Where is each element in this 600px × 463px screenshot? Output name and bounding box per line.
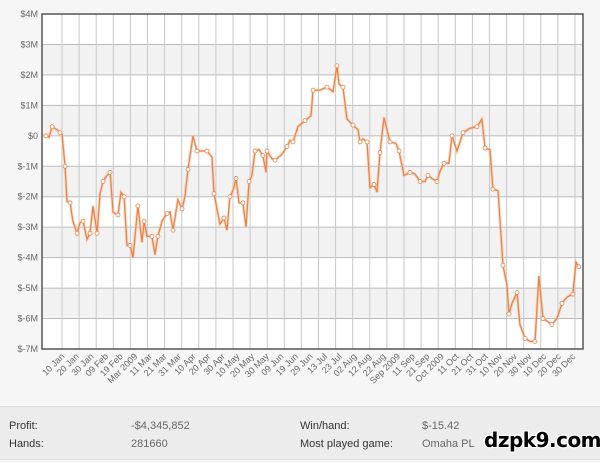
data-point [74, 230, 80, 236]
grid-band [42, 166, 583, 197]
data-point [211, 191, 217, 197]
data-point [449, 133, 455, 139]
profit-chart: $4M $3M $2M $1M $0 $-1M $-2M $-3M $-4M $-5M $-6M $-… [17, 9, 584, 386]
data-point [514, 290, 520, 296]
data-point [506, 311, 512, 317]
data-point [425, 173, 431, 178]
data-point [264, 148, 270, 154]
data-point [164, 211, 170, 216]
data-point [62, 163, 68, 169]
data-point [141, 218, 147, 224]
data-point [460, 130, 466, 136]
data-point [87, 230, 93, 236]
series-line [45, 65, 580, 343]
data-point [49, 124, 55, 130]
y-tick-label: $-4M [17, 253, 38, 263]
hands-label: Hands: [9, 438, 44, 450]
data-point [252, 148, 258, 154]
data-point [474, 124, 480, 130]
data-point [310, 87, 316, 93]
y-tick-label: $-3M [17, 222, 38, 232]
data-point [221, 215, 227, 221]
watermark: dzpk9.com [484, 428, 600, 452]
data-point [324, 84, 330, 90]
data-point [522, 335, 528, 341]
data-point [272, 157, 278, 163]
profit-label: Profit: [9, 420, 38, 432]
data-point [576, 264, 582, 270]
data-point [417, 179, 423, 184]
data-point [434, 179, 440, 184]
data-point [371, 182, 377, 187]
data-point [127, 243, 133, 248]
data-point [179, 206, 185, 212]
data-point [115, 212, 121, 218]
data-point [57, 130, 63, 136]
data-point [260, 153, 266, 159]
data-point [350, 122, 356, 128]
data-point [290, 139, 296, 145]
data-point [100, 179, 106, 184]
data-point [170, 227, 176, 233]
game-label: Most played game: [300, 438, 393, 450]
data-point [240, 200, 246, 206]
data-point [540, 316, 546, 321]
y-tick-label: $-2M [17, 192, 38, 202]
data-point [185, 166, 191, 172]
y-tick-label: $-7M [17, 344, 38, 354]
y-tick-label: $-1M [17, 161, 38, 171]
data-point [149, 233, 155, 239]
data-point [340, 84, 346, 90]
plot-border [41, 13, 584, 350]
data-point [334, 63, 340, 69]
data-point [107, 169, 113, 175]
data-point [121, 194, 127, 200]
data-point [194, 148, 200, 154]
data-point [284, 144, 290, 149]
y-tick-label: $0 [28, 131, 38, 141]
game-value: Omaha PL [422, 438, 475, 450]
data-point [407, 169, 413, 175]
data-point [357, 139, 363, 145]
grid-band [42, 288, 583, 319]
data-point [532, 338, 538, 344]
y-tick-label: $-5M [17, 283, 38, 293]
data-point [227, 194, 233, 200]
y-tick-label: $1M [20, 100, 38, 110]
data-point [246, 179, 252, 184]
y-tick-label: $3M [20, 39, 38, 49]
y-tick-label: $2M [20, 70, 38, 80]
data-point [135, 203, 141, 209]
data-point [377, 150, 383, 155]
data-point [500, 262, 506, 268]
y-tick-label: $-6M [17, 314, 38, 324]
profit-value: -$4,345,852 [131, 420, 190, 432]
data-point [559, 300, 565, 306]
data-point [233, 176, 239, 181]
summary-panel: Profit: -$4,345,852 Win/hand: $-15.42 Ha… [0, 406, 600, 460]
grid-band [42, 44, 583, 75]
data-point [441, 160, 447, 166]
y-tick-label: $4M [20, 9, 38, 19]
data-point [570, 291, 576, 297]
data-point [43, 133, 49, 139]
data-point [204, 148, 210, 154]
hands-value: 281660 [131, 438, 168, 450]
data-point [94, 230, 100, 236]
data-point [302, 118, 308, 123]
data-point [490, 186, 496, 192]
data-point [482, 145, 488, 151]
winhand-label: Win/hand: [300, 420, 350, 432]
data-point [155, 233, 161, 239]
data-point [67, 200, 73, 206]
data-point [80, 218, 86, 224]
data-point [364, 139, 370, 145]
data-point [387, 139, 393, 145]
winhand-value: $-15.42 [422, 420, 460, 432]
data-point [549, 322, 555, 328]
data-point [396, 148, 402, 154]
